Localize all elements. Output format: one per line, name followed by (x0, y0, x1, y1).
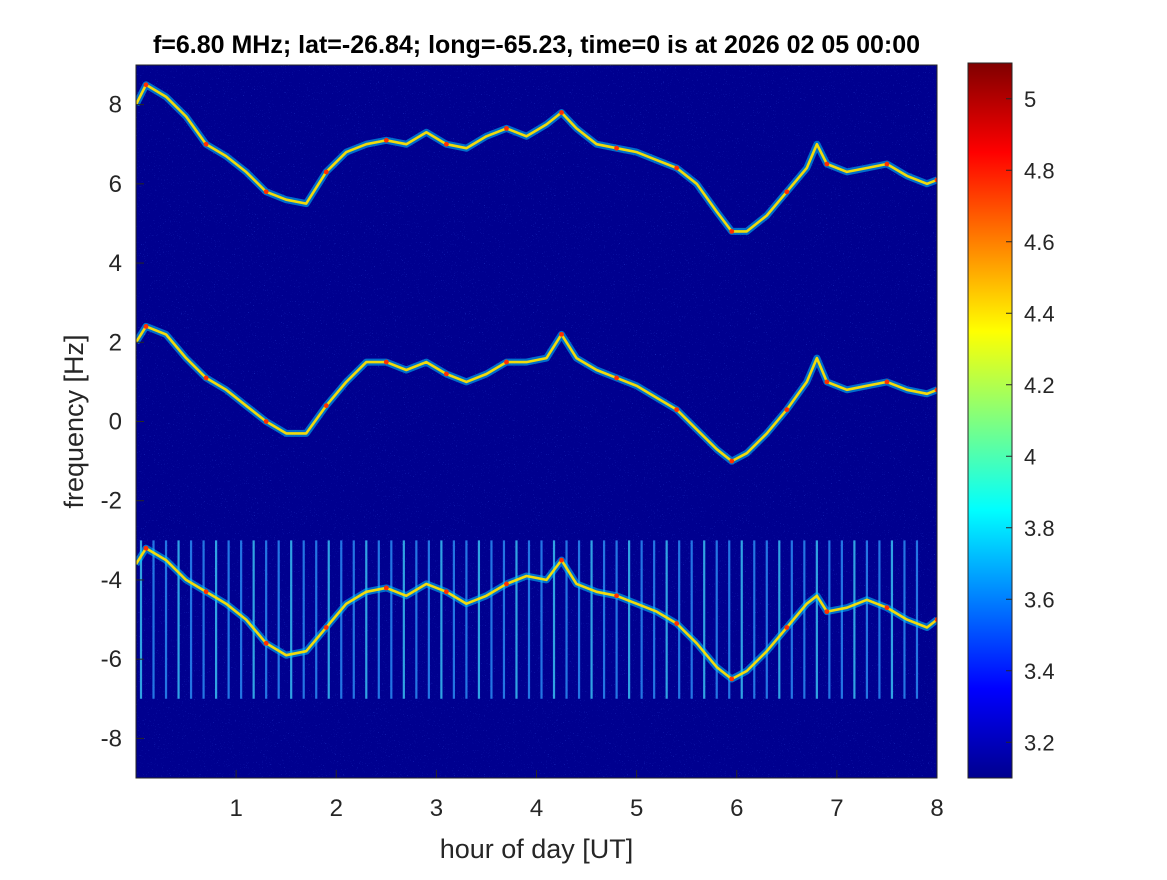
y-tick-label: -4 (101, 567, 122, 594)
data-point (383, 137, 389, 143)
y-tick-label: 4 (109, 250, 122, 277)
data-point (143, 324, 149, 329)
colorbar-tick-label: 3.4 (1024, 659, 1055, 684)
x-axis-label: hour of day [UT] (440, 834, 634, 864)
data-point (729, 458, 735, 464)
data-point (784, 625, 790, 630)
data-point (504, 125, 509, 131)
x-axis: 1 2 3 4 5 6 7 8 (229, 770, 944, 822)
y-axis-label: frequency [Hz] (59, 334, 89, 508)
data-point (884, 605, 890, 611)
data-point (323, 625, 329, 630)
plot-area (136, 65, 937, 778)
series-ridge-1 (136, 83, 937, 233)
colorbar-tick-label: 3.2 (1024, 730, 1055, 755)
data-point (559, 331, 564, 337)
data-point (559, 557, 564, 563)
data-point (884, 161, 890, 167)
x-tick-label: 2 (330, 795, 343, 822)
data-point (323, 169, 329, 175)
data-point (824, 609, 830, 615)
data-point (504, 581, 509, 587)
data-point (614, 375, 619, 381)
data-point (383, 359, 389, 365)
data-point (729, 228, 735, 234)
data-point (443, 371, 449, 377)
data-point (443, 141, 449, 147)
data-point (263, 640, 269, 646)
data-point (674, 407, 680, 413)
y-tick-label: -6 (101, 646, 122, 673)
data-point (504, 359, 509, 365)
y-tick-label: 2 (109, 329, 122, 356)
x-tick-label: 7 (830, 795, 843, 822)
data-point (824, 379, 830, 385)
data-point (614, 593, 619, 599)
data-point (784, 189, 790, 195)
colorbar-tick-label: 4.6 (1024, 230, 1055, 255)
x-tick-label: 4 (530, 795, 543, 822)
data-point (674, 165, 680, 171)
data-point (674, 621, 680, 626)
data-point (263, 189, 269, 195)
data-point (884, 379, 890, 385)
data-point (784, 407, 790, 413)
colorbar-tick-label: 4.8 (1024, 158, 1055, 183)
series-ridge-3 (136, 546, 937, 681)
colorbar: 3.2 3.4 3.6 3.8 4 4.2 4.4 4.6 4.8 5 (967, 62, 1055, 779)
data-point (443, 589, 449, 595)
colorbar-tick-label: 3.6 (1024, 587, 1055, 612)
y-tick-label: 6 (109, 171, 122, 198)
data-point (559, 110, 564, 115)
data-point (824, 161, 830, 167)
colorbar-tick-label: 5 (1024, 87, 1036, 112)
colorbar-tick-label: 4.2 (1024, 373, 1055, 398)
y-tick-label: -8 (101, 725, 122, 752)
colorbar-tick-label: 3.8 (1024, 516, 1055, 541)
plot-frame (135, 64, 938, 779)
data-point (143, 82, 149, 88)
y-tick-label: 0 (109, 409, 122, 436)
y-axis: -8 -6 -4 -2 0 2 4 6 8 (101, 92, 144, 752)
colorbar-gradient (967, 62, 1013, 779)
data-point (203, 375, 209, 381)
data-point (729, 676, 735, 682)
data-point (934, 177, 937, 183)
chart-title: f=6.80 MHz; lat=-26.84; long=-65.23, tim… (153, 31, 920, 59)
data-point (203, 589, 209, 595)
data-point (203, 141, 209, 147)
data-point (323, 403, 329, 409)
x-tick-label: 5 (630, 795, 643, 822)
data-point (934, 387, 937, 393)
data-point (383, 585, 389, 591)
colorbar-tick-label: 4 (1024, 444, 1036, 469)
data-point (263, 419, 269, 424)
colorbar-tick-label: 4.4 (1024, 301, 1055, 326)
data-point (614, 145, 619, 151)
x-tick-label: 3 (430, 795, 443, 822)
y-tick-label: 8 (109, 92, 122, 119)
x-tick-label: 1 (229, 795, 242, 822)
y-tick-label: -2 (101, 488, 122, 515)
x-tick-label: 6 (730, 795, 743, 822)
data-point (934, 617, 937, 622)
x-tick-label: 8 (930, 795, 943, 822)
series-ridge-2 (136, 325, 937, 463)
data-point (143, 545, 149, 551)
